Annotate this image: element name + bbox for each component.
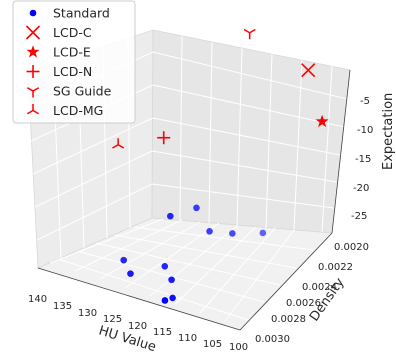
y-axis-line <box>239 232 333 331</box>
legend-label: Standard <box>53 6 110 21</box>
legend-box <box>12 0 136 124</box>
x-tick-label: 125 <box>103 314 122 325</box>
z-tick-label: -5 <box>360 96 370 107</box>
data-point-sg-guide <box>243 28 256 40</box>
data-point-standard <box>167 212 174 220</box>
legend-marker-sg-guide <box>26 87 40 98</box>
x-tick-label: 110 <box>178 333 197 344</box>
legend-marker-lcd-c <box>25 25 41 40</box>
y-tick-label: 0.0028 <box>271 314 306 325</box>
data-point-lcd-n <box>157 131 171 145</box>
z-axis-label: Expectation <box>381 93 396 170</box>
data-point-standard <box>206 228 213 235</box>
legend-label: LCD-MG <box>53 103 103 118</box>
z-tick-label: -20 <box>353 183 369 194</box>
z-tick-label: -25 <box>351 211 367 222</box>
legend-label: SG Guide <box>53 84 112 99</box>
y-tick-label: 0.0026 <box>286 298 321 309</box>
data-point-lcd-e <box>315 114 329 128</box>
data-point-standard <box>120 256 127 264</box>
legend: Standard LCD-C LCD-E LCD-N SG Guide LCD-MG <box>12 0 136 124</box>
x-tick-label: 100 <box>229 342 248 352</box>
z-tick-label: -10 <box>357 125 373 136</box>
data-point-lcd-mg <box>112 138 125 149</box>
x-tick-label: 140 <box>28 294 47 305</box>
y-tick-label: 0.0024 <box>302 282 337 293</box>
x-tick-label: 130 <box>78 308 97 319</box>
y-tick-label: 0.0022 <box>318 262 353 273</box>
data-markers <box>112 28 329 304</box>
y-tick-label: 0.0020 <box>334 242 369 253</box>
x-tick-labels: 140 135 130 125 120 115 110 105 100 <box>28 294 248 352</box>
y-tick-labels: 0.0020 0.0022 0.0024 0.0026 0.0028 0.003… <box>255 242 369 345</box>
legend-marker-lcd-e <box>26 45 40 58</box>
data-point-standard <box>229 230 236 237</box>
data-point-standard <box>168 276 175 284</box>
legend-marker-lcd-mg <box>26 104 40 115</box>
z-tick-label: -15 <box>355 154 371 165</box>
legend-label: LCD-E <box>53 45 91 60</box>
y-tick-label: 0.0030 <box>255 334 290 345</box>
data-point-standard <box>161 262 169 270</box>
data-point-standard <box>259 229 267 237</box>
legend-label: LCD-C <box>53 25 92 40</box>
x-tick-label: 120 <box>128 321 147 332</box>
legend-label: LCD-N <box>53 64 92 79</box>
data-point-standard <box>161 297 169 304</box>
z-axis-line <box>331 69 351 234</box>
z-tick-labels: -5 -10 -15 -20 -25 <box>351 96 373 222</box>
data-point-standard <box>193 204 200 212</box>
x-axis-line <box>37 267 241 331</box>
data-point-standard <box>127 270 134 277</box>
legend-marker-standard <box>29 9 37 17</box>
x-tick-label: 115 <box>153 327 172 338</box>
legend-marker-lcd-n <box>26 65 40 78</box>
x-tick-label: 105 <box>203 339 222 350</box>
x-tick-label: 135 <box>53 301 72 312</box>
data-point-standard <box>169 294 176 302</box>
data-point-lcd-c <box>301 63 316 78</box>
